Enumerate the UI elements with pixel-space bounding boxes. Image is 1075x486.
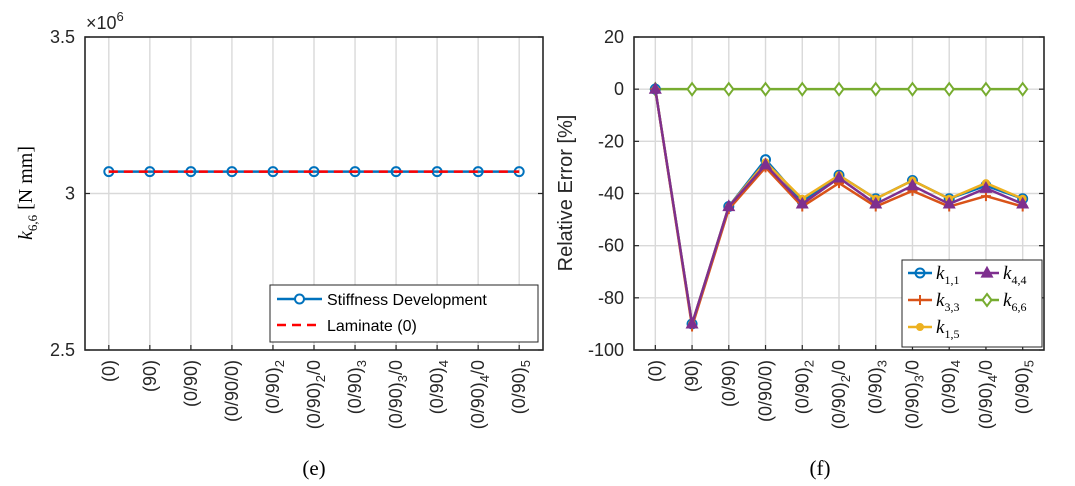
legend-f: k1,1 k3,3 k1,5 k4,4 k6,6 — [901, 259, 1043, 348]
x-tick-label-f-2: (0/90) — [719, 360, 739, 407]
y-tick-labels-f: -100 -80 -60 -40 -20 0 20 — [588, 27, 624, 360]
y-axis-label-f: Relative Error [%] — [555, 115, 577, 272]
legend-e: Stiffness Development Laminate (0) — [269, 284, 539, 343]
x-tick-label-e-7: (0/90)3/0 — [386, 360, 410, 429]
y-tick-label-e-1: 3 — [65, 184, 75, 204]
data-point-f-4-4 — [795, 196, 809, 209]
legend-label-f-1: k3,3 — [936, 290, 959, 314]
chart-panel-f: -100 -80 -60 -40 -20 0 20 (0) (90) (0/90) (0/90/0… — [555, 27, 1045, 480]
data-point-f-0-1 — [686, 81, 698, 97]
x-tick-label-e-1: (90) — [140, 360, 160, 392]
x-tick-label-e-6: (0/90)3 — [345, 360, 369, 414]
y-tick-label-f-0: -100 — [588, 340, 624, 360]
data-point-f-0-4 — [796, 81, 809, 97]
data-point-f-4-3 — [759, 157, 773, 170]
x-tick-label-e-3: (0/90/0) — [222, 360, 242, 422]
legend-marker-stiffness — [294, 293, 305, 305]
data-point-f-0-5 — [833, 81, 845, 97]
x-tick-label-e-5: (0/90)2/0 — [304, 360, 328, 429]
legend-marker-f-1 — [915, 295, 925, 305]
data-point-f-4-2 — [722, 199, 736, 212]
y-tick-label-f-4: -20 — [598, 131, 624, 151]
x-tick-label-f-9: (0/90)4/0 — [976, 360, 1000, 429]
x-tick-label-e-2: (0/90) — [181, 360, 201, 407]
y-tick-label-e-0: 2.5 — [50, 340, 75, 360]
x-tick-labels-f: (0) (90) (0/90) (0/90/0) (0/90)2 (0/90)2/0 (0/… — [645, 360, 1036, 429]
x-tick-label-f-7: (0/90)3/0 — [902, 360, 926, 429]
y-tick-label-f-1: -80 — [598, 288, 624, 308]
x-tick-label-e-0: (0) — [99, 360, 119, 382]
y-axis-label-e: k6,6 [N mm] — [15, 146, 40, 240]
legend-label-stiffness: Stiffness Development — [327, 292, 487, 309]
exponent-label-e: ×106 — [86, 9, 124, 33]
x-tick-label-e-8: (0/90)4 — [427, 360, 451, 414]
x-tick-label-e-4: (0/90)2 — [263, 360, 287, 414]
data-point-f-0-10 — [1016, 81, 1029, 97]
data-point-f-0-3 — [759, 81, 772, 97]
data-point-f-0-9 — [980, 81, 992, 97]
data-point-f-4-5 — [832, 170, 846, 183]
x-tick-label-f-6: (0/90)3 — [866, 360, 890, 414]
data-point-f-4-1 — [685, 316, 699, 329]
y-tick-labels-e: 2.5 3 3.5 — [50, 27, 75, 360]
series-group-e — [103, 166, 525, 178]
data-point-f-4-10 — [1016, 196, 1030, 209]
y-tick-label-f-5: 0 — [614, 79, 624, 99]
legend-label-f-0: k1,1 — [936, 263, 959, 287]
data-point-f-0-8 — [943, 81, 955, 97]
legend-label-f-4: k6,6 — [1003, 290, 1026, 314]
x-tick-label-e-9: (0/90)4/0 — [468, 360, 492, 429]
data-point-f-0-6 — [869, 81, 882, 97]
x-tick-label-f-10: (0/90)5 — [1013, 360, 1037, 414]
data-point-f-4-0 — [648, 81, 662, 94]
x-tick-label-f-4: (0/90)2 — [792, 360, 816, 414]
data-point-f-4-9 — [979, 181, 993, 193]
legend-marker-f-2 — [916, 323, 924, 331]
data-point-f-0-7 — [906, 81, 919, 97]
x-tick-label-e-10: (0/90)5 — [509, 360, 533, 414]
series-group-f — [648, 81, 1030, 332]
y-tick-label-f-2: -60 — [598, 236, 624, 256]
panel-label-f: (f) — [810, 456, 831, 480]
data-point-f-4-7 — [905, 178, 919, 191]
y-tick-label-f-6: 20 — [604, 27, 624, 47]
legend-marker-f-0 — [914, 267, 926, 279]
x-tick-label-f-5: (0/90)2/0 — [829, 360, 853, 429]
x-tick-label-f-1: (90) — [682, 360, 702, 392]
legend-label-f-2: k1,5 — [936, 317, 959, 341]
x-tick-label-f-8: (0/90)4 — [939, 360, 963, 414]
panel-label-e: (e) — [302, 456, 325, 480]
legend-box-f — [901, 259, 1043, 348]
data-point-f-4-8 — [942, 196, 956, 209]
x-tick-label-f-3: (0/90/0) — [756, 360, 776, 422]
chart-panel-e: 2.5 3 3.5 (0) (90) (0/90) (0/90/0) (0/90)2 (0/9… — [15, 9, 544, 480]
data-point-f-4-6 — [869, 196, 883, 209]
x-tick-label-f-0: (0) — [645, 360, 665, 382]
legend-label-f-3: k4,4 — [1003, 263, 1026, 287]
legend-box-e — [269, 284, 539, 343]
y-tick-label-e-2: 3.5 — [50, 27, 75, 47]
legend-marker-f-4 — [981, 292, 993, 308]
y-tick-label-f-3: -40 — [598, 184, 624, 204]
data-point-f-0-2 — [723, 81, 735, 97]
x-tick-labels-e: (0) (90) (0/90) (0/90/0) (0/90)2 (0/90)2/0 (0/… — [99, 360, 533, 429]
ticks-e — [85, 36, 543, 351]
legend-marker-f-3 — [980, 265, 994, 278]
legend-label-laminate: Laminate (0) — [327, 318, 417, 335]
